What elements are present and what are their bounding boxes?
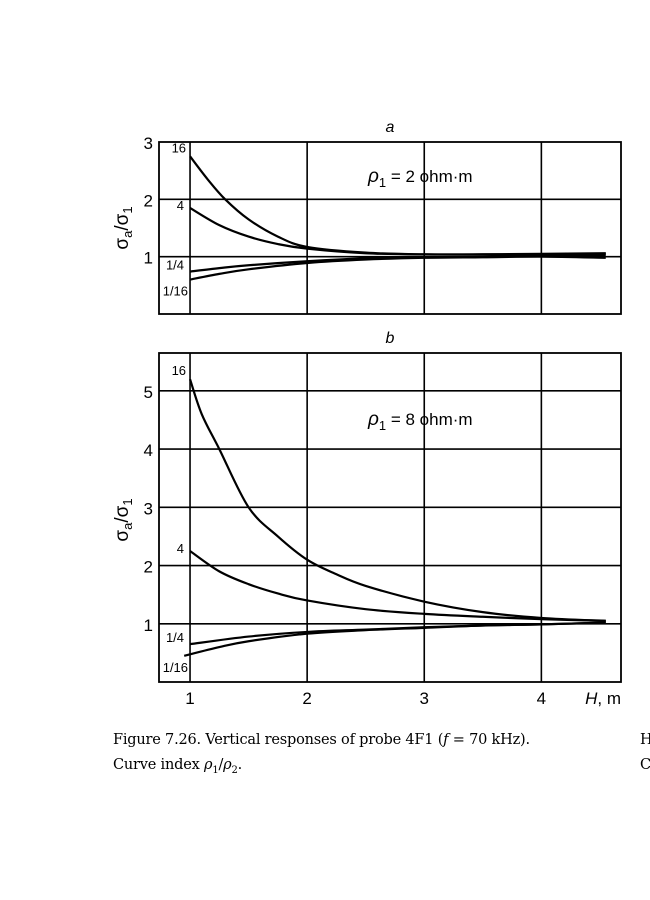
y-tick-label: 5 — [144, 383, 153, 402]
curve-label: 16 — [172, 363, 186, 378]
y-axis-label-sub: a — [120, 230, 135, 238]
curve-label: 4 — [177, 198, 184, 213]
y-tick-label: 3 — [144, 499, 153, 518]
y-tick-label: 2 — [144, 191, 153, 210]
curve-label: 16 — [172, 140, 186, 155]
resistivity-annotation: ρ1 = 8 ohm·m — [367, 409, 473, 433]
y-axis-label: σa/σ1 — [112, 498, 135, 541]
y-tick-label: 1 — [144, 249, 153, 268]
panel-label: b — [386, 330, 395, 347]
y-axis-label-slash: /σ — [112, 213, 133, 230]
figure-caption-line-2: Curve index ρ1/ρ2. — [113, 757, 243, 776]
x-axis-label-unit: , m — [597, 689, 621, 708]
y-axis-label-sub: 1 — [120, 206, 135, 213]
x-tick-label: 3 — [420, 689, 429, 708]
y-axis-label-slash: /σ — [112, 505, 133, 522]
y-tick-label: 1 — [144, 616, 153, 635]
curve-label: 1/16 — [163, 660, 188, 675]
annotation-subscript: 1 — [379, 175, 386, 190]
annotation-symbol: ρ — [367, 166, 379, 187]
annotation-text: = 2 ohm·m — [386, 167, 472, 186]
x-tick-label: 2 — [302, 689, 311, 708]
curve-label: 1/4 — [166, 630, 184, 645]
curve-label: 1/16 — [163, 284, 188, 299]
x-axis-label-symbol: H — [585, 689, 598, 708]
plot-frame — [158, 352, 622, 683]
panel-label: a — [386, 119, 395, 136]
figure-caption-line-1: Figure 7.26. Vertical responses of probe… — [113, 732, 530, 748]
x-tick-label: 1 — [185, 689, 194, 708]
annotation-symbol: ρ — [367, 409, 379, 430]
y-axis-label-sigma: σ — [112, 530, 133, 542]
plot-frame — [158, 141, 622, 315]
curve-1-over-16 — [189, 255, 606, 281]
curve-1-over-16 — [183, 621, 606, 657]
y-axis-label-sub: a — [120, 522, 135, 530]
resistivity-annotation: ρ1 = 2 ohm·m — [367, 166, 473, 190]
y-axis-label-sigma: σ — [112, 238, 133, 250]
y-tick-label: 3 — [144, 134, 153, 153]
adjacent-column-fragment: H — [640, 732, 650, 748]
curve-4 — [189, 550, 606, 622]
annotation-subscript: 1 — [379, 418, 386, 433]
annotation-text: = 8 ohm·m — [386, 410, 472, 429]
x-axis-label: H, m — [585, 689, 621, 708]
curve-4 — [189, 206, 606, 256]
adjacent-column-fragment: C — [640, 757, 650, 773]
curve-label: 1/4 — [166, 258, 184, 273]
y-tick-label: 2 — [144, 558, 153, 577]
curve-16 — [188, 378, 606, 622]
y-axis-label-sub: 1 — [120, 498, 135, 505]
y-tick-label: 4 — [144, 441, 153, 460]
y-axis-label: σa/σ1 — [112, 206, 135, 249]
curve-label: 4 — [177, 541, 184, 556]
x-tick-label: 4 — [537, 689, 546, 708]
